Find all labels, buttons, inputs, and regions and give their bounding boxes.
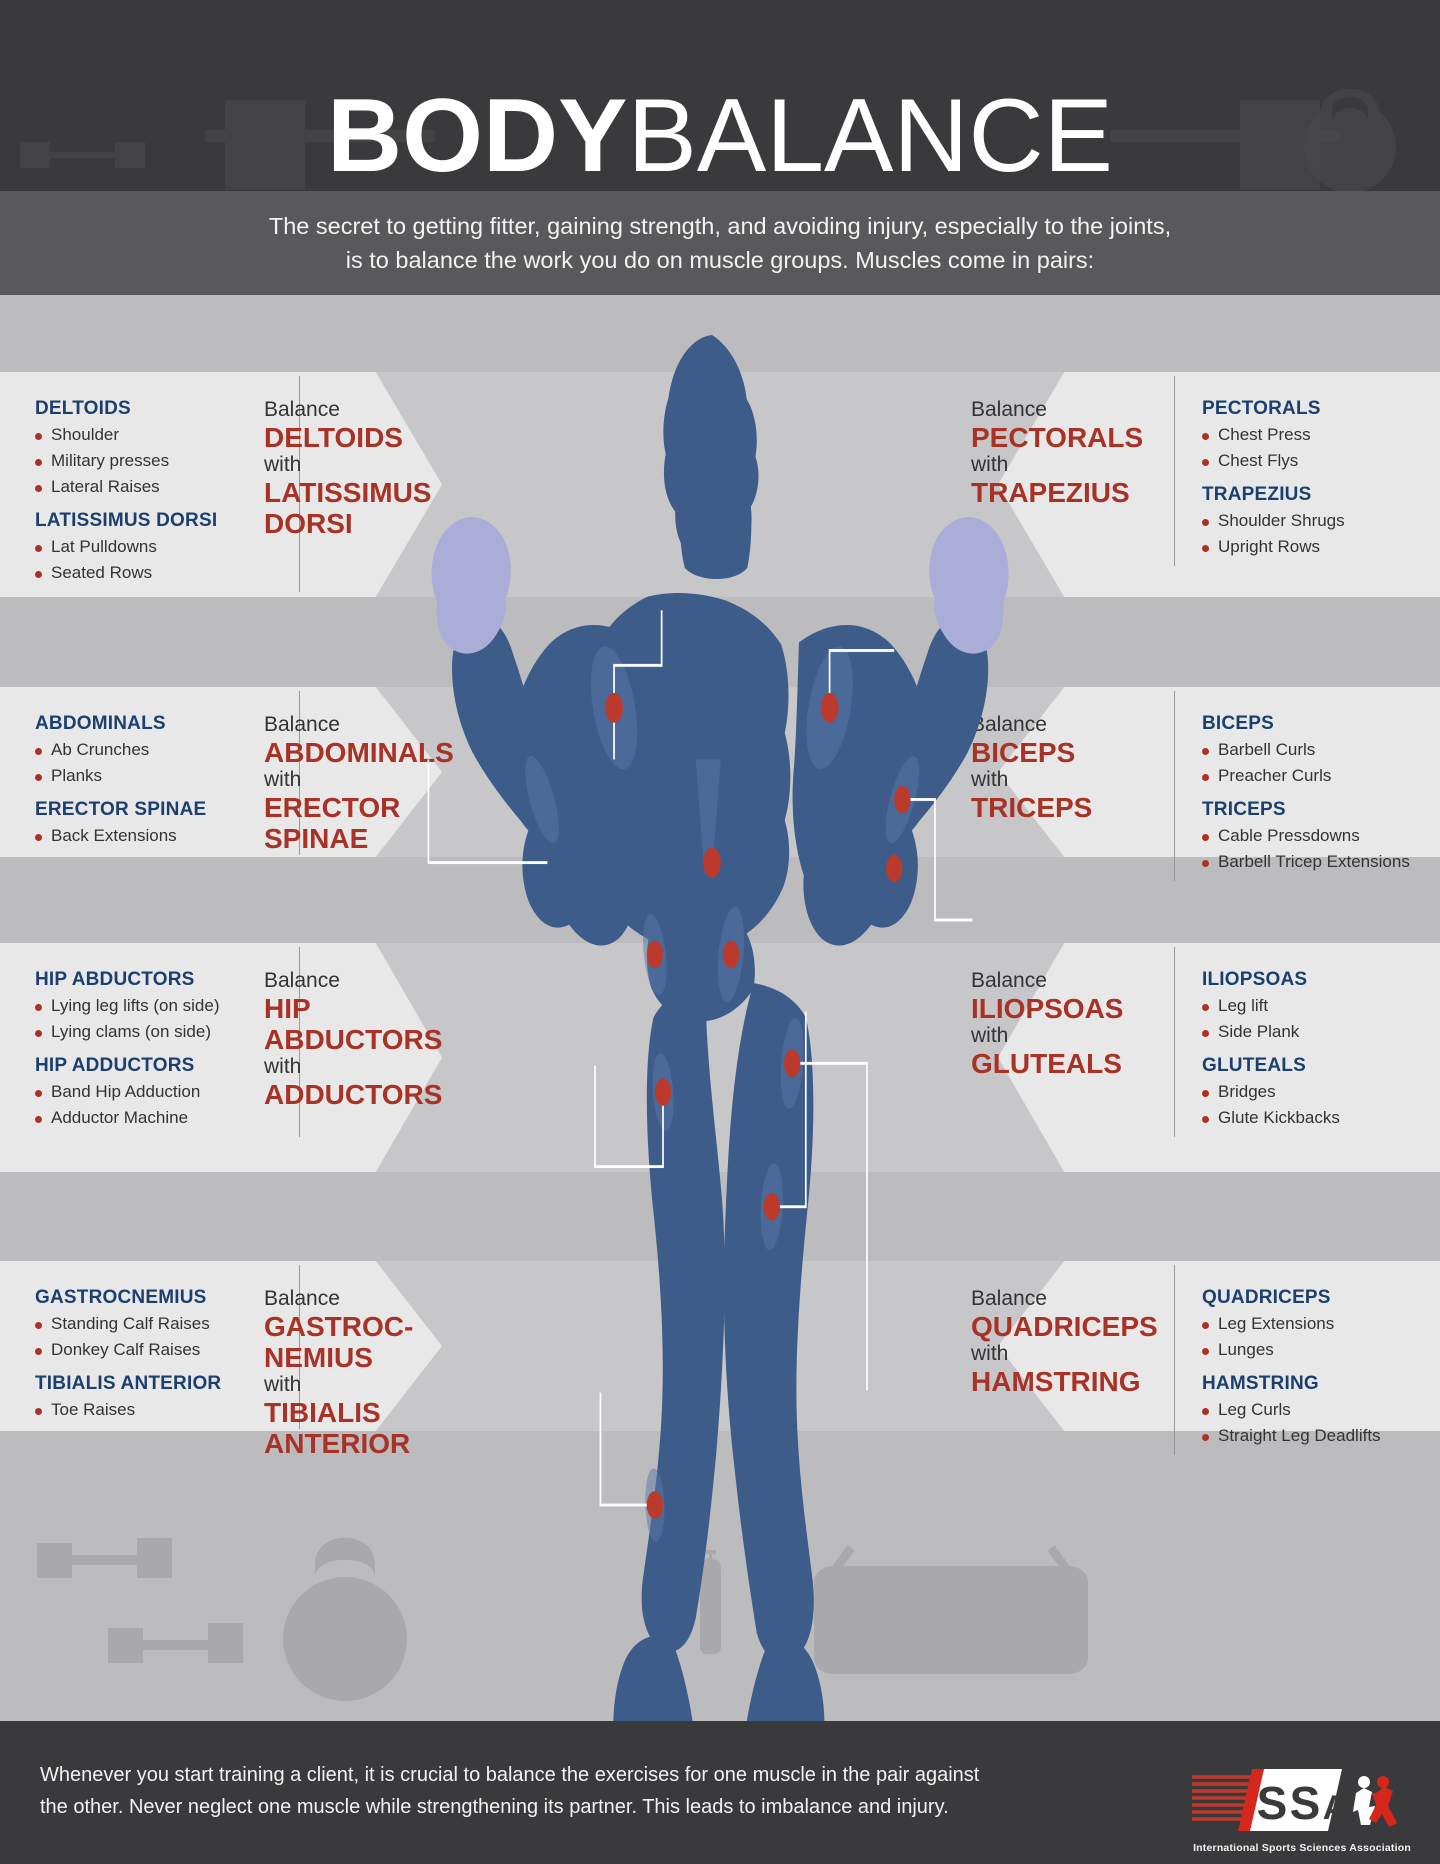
svg-text:A: A <box>1323 1789 1348 1827</box>
svg-text:S: S <box>1290 1777 1321 1829</box>
svg-text:S: S <box>1257 1777 1288 1829</box>
